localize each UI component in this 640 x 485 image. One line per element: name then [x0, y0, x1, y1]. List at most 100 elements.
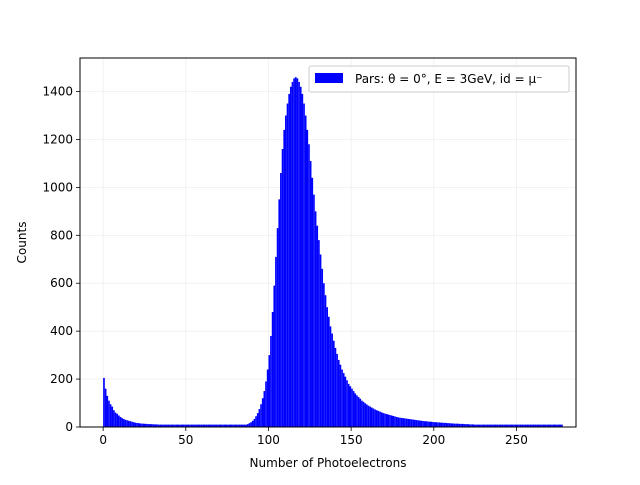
histogram-bar — [293, 78, 295, 427]
histogram-bar — [106, 395, 109, 427]
histogram-bar — [139, 423, 142, 427]
x-tick-label: 100 — [257, 433, 280, 447]
histogram-bar — [526, 424, 529, 427]
histogram-bar — [142, 423, 145, 427]
histogram-bar — [546, 424, 548, 427]
histogram-bar — [195, 424, 198, 427]
legend-swatch — [315, 73, 343, 83]
histogram-bar — [370, 407, 373, 427]
histogram-bar — [225, 424, 228, 427]
histogram-bar — [199, 424, 201, 427]
histogram-bar — [375, 410, 378, 427]
histogram-bar — [109, 404, 112, 427]
histogram-bar — [361, 400, 363, 427]
histogram-bar — [164, 424, 166, 427]
histogram-bar — [521, 424, 524, 427]
histogram-bar — [402, 418, 405, 427]
histogram-bar — [248, 423, 251, 427]
histogram-bar — [182, 424, 185, 427]
histogram-bar — [319, 254, 322, 427]
histogram-bar — [242, 424, 244, 427]
histogram-bar — [547, 424, 550, 427]
histogram-bar — [437, 422, 439, 427]
histogram-bar — [309, 161, 312, 427]
histogram-bar — [516, 424, 519, 427]
histogram-bar — [189, 424, 191, 427]
histogram-bar — [336, 353, 338, 427]
x-tick-label: 50 — [178, 433, 193, 447]
histogram-bar — [233, 424, 236, 427]
histogram-bar — [533, 424, 535, 427]
histogram-bar — [356, 395, 358, 427]
plot-frame — [79, 57, 577, 428]
histogram-bar — [169, 424, 171, 427]
histogram-bar — [440, 422, 443, 427]
histogram-bar — [539, 424, 542, 427]
y-axis-label: Counts — [15, 222, 29, 264]
histogram-bar — [245, 424, 247, 427]
histogram-bar — [425, 421, 428, 427]
legend: Pars: θ = 0°, E = 3GeV, id = μ⁻ — [308, 65, 570, 93]
histogram-bar — [478, 424, 481, 427]
histogram-bar — [103, 377, 105, 427]
histogram-bar — [528, 424, 530, 427]
histogram-bar — [314, 211, 317, 427]
histogram-bar — [131, 421, 133, 427]
y-axis-ticks: 0 200 400 600 800 1000 1200 1400 — [42, 85, 80, 434]
x-tick-label: 200 — [422, 433, 445, 447]
histogram-bar — [213, 424, 216, 427]
histogram-bar — [541, 424, 543, 427]
histogram-bar — [493, 424, 495, 427]
histogram-bar — [503, 424, 505, 427]
histogram-bar — [519, 424, 522, 427]
histogram-bar — [194, 424, 196, 427]
histogram-bar — [212, 424, 214, 427]
histogram-bar — [380, 412, 383, 427]
histogram-bar — [394, 416, 396, 427]
histogram-bar — [258, 409, 261, 427]
histogram-bar — [455, 423, 457, 427]
histogram-bar — [197, 424, 200, 427]
histogram-bar — [116, 413, 119, 427]
histogram-bar — [442, 422, 444, 427]
histogram-bar — [129, 421, 132, 427]
histogram-bar — [251, 420, 254, 427]
histogram-bar — [518, 424, 520, 427]
histogram-bar — [443, 422, 446, 427]
histogram-bar — [384, 413, 386, 427]
histogram-bar — [395, 416, 398, 427]
histogram-bar — [554, 424, 557, 427]
histogram-bar — [359, 398, 362, 427]
histogram-bar — [557, 424, 560, 427]
histogram-bar — [334, 347, 337, 427]
legend-box — [308, 65, 570, 93]
histogram-bar — [326, 307, 328, 427]
histogram-bar — [428, 421, 431, 427]
histogram-bar — [470, 424, 472, 427]
histogram-bar — [321, 268, 324, 427]
histogram-bar — [475, 424, 477, 427]
histogram-bar — [261, 398, 264, 427]
histogram-bar — [250, 422, 252, 427]
histogram-bar — [432, 421, 434, 427]
histogram-bar — [141, 423, 143, 427]
histogram-bar — [506, 424, 509, 427]
histogram-bar — [118, 415, 120, 427]
histogram-bar — [405, 418, 408, 427]
histogram-bar — [278, 199, 281, 427]
histogram-bar — [179, 424, 181, 427]
histogram-bar — [349, 386, 352, 427]
histogram-bar — [407, 418, 410, 427]
histogram-bar — [177, 424, 180, 427]
x-tick-label: 250 — [505, 433, 528, 447]
histogram-bar — [473, 424, 476, 427]
histogram-bar — [151, 424, 153, 427]
histogram-bar — [266, 369, 269, 427]
histogram-bar — [392, 415, 395, 427]
histogram-bar — [172, 424, 175, 427]
histogram-bar — [486, 424, 489, 427]
histogram-bar — [561, 424, 563, 427]
histogram-bar — [127, 420, 130, 427]
histogram-bar — [185, 424, 188, 427]
